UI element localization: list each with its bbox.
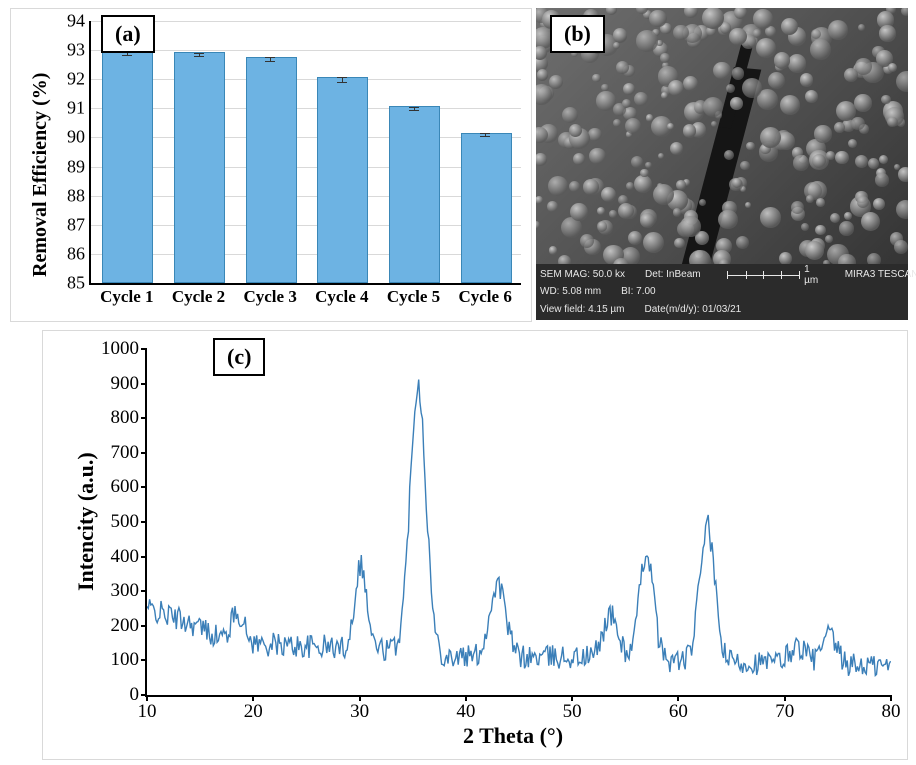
panel-a-bar [389,106,440,283]
panel-a-xtick: Cycle 3 [243,287,296,307]
panel-a-bar [461,133,512,283]
panel-a-label: (a) [101,15,155,53]
panel-c-label: (c) [213,338,265,376]
panel-a-plot-area: 85868788899091929394Cycle 1Cycle 2Cycle … [89,21,521,285]
panel-c-plot-area: 0100200300400500600700800900100010203040… [145,349,891,697]
panel-b-sem-image: (b) SEM MAG: 50.0 kxDet: InBeam1 µmMIRA3… [536,8,908,320]
panel-c-xtick: 60 [669,701,688,723]
panel-c-xtick: 80 [882,701,901,723]
panel-c-ylabel: Intencity (a.u.) [73,452,99,591]
panel-c-ytick: 600 [111,476,140,498]
xrd-trace [147,380,891,676]
panel-a-ylabel: Removal Efficiency (%) [29,73,52,277]
sem-bi: BI: 7.00 [621,286,655,297]
panel-a-ytick: 94 [67,11,85,32]
panel-c-ytick: 100 [111,649,140,671]
panel-a-bar [317,77,368,283]
panel-c-xlabel: 2 Theta (°) [463,723,563,749]
sem-wd: WD: 5.08 mm [540,286,601,297]
panel-c-ytick: 800 [111,407,140,429]
sem-date: Date(m/d/y): 01/03/21 [645,304,742,315]
panel-a-ytick: 89 [67,156,85,177]
panel-a-xtick: Cycle 1 [100,287,153,307]
panel-c-xtick: 70 [775,701,794,723]
panel-c-xtick: 40 [456,701,475,723]
panel-a-ytick: 90 [67,127,85,148]
panel-a-xtick: Cycle 6 [458,287,511,307]
panel-c-xtick: 30 [350,701,369,723]
panel-c-ytick: 500 [111,511,140,533]
panel-c-xtick: 50 [563,701,582,723]
panel-a-ytick: 88 [67,185,85,206]
panel-a-ytick: 85 [67,273,85,294]
sem-det: Det: InBeam [645,269,701,280]
panel-c-xtick: 20 [244,701,263,723]
panel-a-ytick: 91 [67,98,85,119]
panel-c-xrd-chart: (c) Intencity (a.u.) 2 Theta (°) 0100200… [42,330,908,760]
panel-a-ytick: 86 [67,243,85,264]
sem-footer: SEM MAG: 50.0 kxDet: InBeam1 µmMIRA3 TES… [536,264,908,320]
panel-b-label: (b) [550,15,605,53]
panel-a-xtick: Cycle 5 [387,287,440,307]
sem-mag: SEM MAG: 50.0 kx [540,269,625,280]
panel-a-xtick: Cycle 2 [172,287,225,307]
xrd-line-svg [147,349,891,695]
panel-a-xtick: Cycle 4 [315,287,368,307]
panel-c-xtick: 10 [138,701,157,723]
panel-a-bar-chart: (a) Removal Efficiency (%) 8586878889909… [10,8,532,322]
panel-c-ytick: 700 [111,442,140,464]
panel-a-bar [102,51,153,283]
panel-a-bar [246,57,297,283]
panel-c-ytick: 400 [111,546,140,568]
panel-c-ytick: 1000 [101,338,139,360]
panel-c-ytick: 900 [111,373,140,395]
panel-c-ytick: 300 [111,580,140,602]
sem-instrument: MIRA3 TESCAN [845,269,916,280]
panel-a-ytick: 92 [67,69,85,90]
panel-c-ytick: 200 [111,615,140,637]
panel-a-bar [174,52,225,283]
panel-a-ytick: 87 [67,214,85,235]
panel-a-ytick: 93 [67,40,85,61]
sem-viewfield: View field: 4.15 µm [540,304,625,315]
